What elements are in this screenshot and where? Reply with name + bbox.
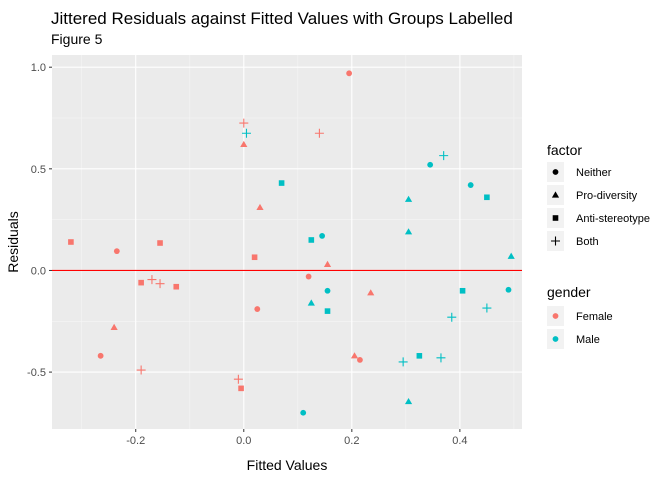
- data-point: [459, 287, 466, 294]
- x-tick-label: 0.2: [344, 435, 359, 447]
- data-point: [404, 397, 413, 405]
- data-point: [427, 161, 434, 168]
- legend-gender-label: Female: [576, 311, 613, 323]
- legend-factor: factor Neither Pro-diversity Anti-stereoty…: [547, 142, 650, 251]
- y-tick-label: 0.0: [31, 265, 46, 277]
- y-tick-label: -0.5: [27, 367, 46, 379]
- legend-key-plus-icon: [551, 236, 560, 246]
- legend-factor-label: Both: [576, 236, 599, 248]
- legend-key-square-icon: [552, 215, 559, 221]
- x-tick-label: 0.0: [236, 435, 251, 447]
- data-point: [278, 180, 285, 186]
- data-point: [136, 365, 146, 375]
- data-point: [307, 299, 315, 306]
- data-point: [507, 252, 515, 259]
- data-point: [240, 140, 248, 148]
- data-point: [324, 287, 331, 294]
- x-tick-label: -0.2: [126, 435, 145, 447]
- data-point: [239, 118, 249, 128]
- legend-gender-title: gender: [547, 284, 591, 300]
- data-point: [97, 352, 104, 359]
- data-point: [416, 353, 423, 359]
- y-tick-label: 1.0: [31, 62, 46, 74]
- data-point: [113, 248, 120, 255]
- data-point: [324, 308, 331, 314]
- data-point: [308, 237, 315, 243]
- legend-factor-label: Pro-diversity: [576, 190, 638, 202]
- data-point: [505, 286, 512, 293]
- legend-key-dot-icon: [552, 313, 559, 319]
- data-point: [323, 260, 332, 267]
- legend-key-triangle-icon: [551, 191, 560, 198]
- x-axis-ticks: -0.2 0.0 0.2 0.4: [126, 429, 468, 447]
- legend-factor-label: Neither: [576, 167, 612, 179]
- data-point: [482, 303, 492, 313]
- data-point: [398, 357, 408, 367]
- data-point: [254, 306, 261, 312]
- data-point: [346, 70, 353, 77]
- chart-subtitle: Figure 5: [51, 31, 103, 47]
- y-tick-label: 0.5: [31, 164, 46, 176]
- legend-gender: gender Female Male: [547, 284, 613, 349]
- data-point: [305, 273, 312, 280]
- data-point: [157, 240, 163, 246]
- chart-title: Jittered Residuals against Fitted Values…: [51, 9, 513, 28]
- legend-key-dot-icon: [552, 336, 559, 342]
- data-point: [439, 151, 449, 161]
- data-point: [467, 182, 474, 188]
- data-point: [484, 194, 490, 201]
- data-point: [173, 283, 180, 290]
- data-point: [68, 239, 74, 245]
- x-tick-label: 0.4: [452, 435, 467, 447]
- data-point: [367, 289, 375, 296]
- data-point: [319, 233, 326, 239]
- legend-factor-label: Anti-stereotype: [576, 213, 650, 225]
- data-point: [447, 312, 457, 322]
- plot-panel: [52, 55, 522, 429]
- y-axis-ticks: -0.5 0.0 0.5 1.0: [27, 62, 52, 379]
- y-axis-title: Residuals: [5, 211, 21, 272]
- data-point: [233, 374, 243, 384]
- data-point: [350, 352, 359, 359]
- data-point: [238, 385, 244, 392]
- data-point: [404, 228, 413, 235]
- data-point: [147, 275, 157, 285]
- data-point: [300, 409, 307, 416]
- data-points: [68, 70, 515, 416]
- data-point: [138, 279, 144, 286]
- data-point: [110, 323, 118, 330]
- legend-factor-title: factor: [547, 142, 582, 158]
- data-point: [314, 128, 324, 138]
- data-point: [251, 254, 258, 261]
- legend-key-circle-icon: [552, 169, 559, 175]
- data-point: [256, 203, 264, 211]
- data-point: [357, 356, 363, 363]
- data-point: [404, 195, 413, 202]
- data-point: [436, 353, 446, 363]
- legend-gender-label: Male: [576, 334, 600, 346]
- data-point: [155, 279, 165, 289]
- data-point: [241, 128, 251, 138]
- x-axis-title: Fitted Values: [247, 457, 328, 473]
